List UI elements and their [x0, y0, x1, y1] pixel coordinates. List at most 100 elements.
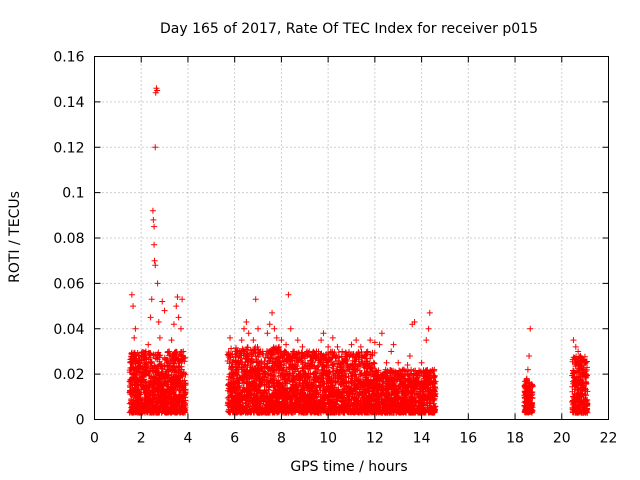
- data-point: [243, 318, 250, 325]
- grid: [94, 56, 609, 420]
- data-point: [348, 341, 355, 348]
- data-point: [131, 334, 138, 341]
- data-point: [238, 337, 245, 344]
- data-point: [173, 303, 180, 310]
- data-point: [227, 334, 234, 341]
- data-point: [579, 366, 586, 373]
- data-point: [527, 325, 534, 332]
- data-point: [168, 337, 175, 344]
- data-point: [179, 296, 186, 303]
- data-point: [371, 339, 378, 346]
- data-point: [140, 366, 147, 373]
- data-point: [399, 366, 406, 373]
- data-point: [376, 341, 383, 348]
- data-point: [308, 352, 315, 359]
- data-point: [280, 371, 287, 378]
- data-point: [259, 348, 266, 355]
- axis-ticks: 0 0.02 0.04 0.06 0.08 0.1 0.12 0.14 0.16 0 2 4 6 8 10 1…: [53, 50, 617, 447]
- data-point: [425, 325, 432, 332]
- data-point: [234, 348, 241, 355]
- data-point: [276, 343, 283, 350]
- x-tick-label: 8: [277, 431, 286, 447]
- x-tick-label: 16: [459, 431, 477, 447]
- data-point: [420, 371, 427, 378]
- data-point: [318, 337, 325, 344]
- data-point: [313, 348, 320, 355]
- x-tick-label: 18: [506, 431, 524, 447]
- data-point: [175, 314, 182, 321]
- data-point: [524, 366, 531, 373]
- y-tick-label: 0.1: [62, 186, 84, 202]
- data-point: [163, 359, 170, 366]
- data-point: [170, 321, 177, 328]
- data-point: [367, 337, 374, 344]
- data-points: [126, 85, 591, 416]
- x-tick-label: 12: [366, 431, 384, 447]
- data-point: [575, 348, 582, 355]
- data-point: [577, 352, 584, 359]
- data-point: [166, 348, 173, 355]
- data-point: [299, 343, 306, 350]
- data-point: [404, 362, 411, 369]
- data-point: [154, 87, 161, 94]
- data-point: [570, 337, 577, 344]
- data-point: [156, 334, 163, 341]
- data-point: [145, 341, 152, 348]
- y-tick-label: 0.04: [53, 322, 84, 338]
- data-point: [152, 262, 159, 269]
- data-point: [294, 337, 301, 344]
- chart-title: Day 165 of 2017, Rate Of TEC Index for r…: [160, 21, 538, 37]
- data-point: [388, 348, 395, 355]
- data-point: [285, 291, 292, 298]
- data-point: [245, 330, 252, 337]
- data-point: [582, 371, 589, 378]
- data-point: [523, 375, 530, 382]
- y-tick-label: 0.12: [53, 140, 84, 156]
- data-point: [283, 341, 290, 348]
- y-tick-label: 0.16: [53, 50, 84, 66]
- data-point: [378, 330, 385, 337]
- data-point: [526, 352, 533, 359]
- data-point: [138, 382, 145, 389]
- data-point: [130, 303, 137, 310]
- data-point: [142, 348, 149, 355]
- data-point: [159, 298, 166, 305]
- data-point: [264, 330, 271, 337]
- data-point: [357, 343, 364, 350]
- data-point: [411, 318, 418, 325]
- data-point: [273, 334, 280, 341]
- data-point: [133, 371, 140, 378]
- data-point: [241, 325, 248, 332]
- x-tick-label: 0: [90, 431, 99, 447]
- data-point: [528, 382, 535, 389]
- data-point: [231, 371, 238, 378]
- x-tick-label: 6: [230, 431, 239, 447]
- y-tick-label: 0: [76, 413, 85, 429]
- x-tick-label: 4: [183, 431, 192, 447]
- data-point: [271, 325, 278, 332]
- data-point: [290, 348, 297, 355]
- dense-data-points: [126, 344, 591, 416]
- data-point: [151, 241, 158, 248]
- data-point: [180, 348, 187, 355]
- data-point: [304, 348, 311, 355]
- data-point: [128, 375, 135, 382]
- y-tick-label: 0.08: [53, 231, 84, 247]
- data-point: [406, 352, 413, 359]
- data-point: [339, 348, 346, 355]
- data-point: [148, 296, 155, 303]
- data-point: [426, 309, 433, 316]
- data-point: [269, 309, 276, 316]
- data-point: [362, 352, 369, 359]
- data-point: [155, 318, 162, 325]
- data-point: [266, 321, 273, 328]
- data-point: [395, 359, 402, 366]
- data-point: [154, 280, 161, 287]
- data-point: [353, 337, 360, 344]
- x-tick-label: 22: [600, 431, 618, 447]
- data-point: [177, 325, 184, 332]
- data-point: [287, 325, 294, 332]
- data-point: [150, 216, 157, 223]
- data-point: [572, 343, 579, 350]
